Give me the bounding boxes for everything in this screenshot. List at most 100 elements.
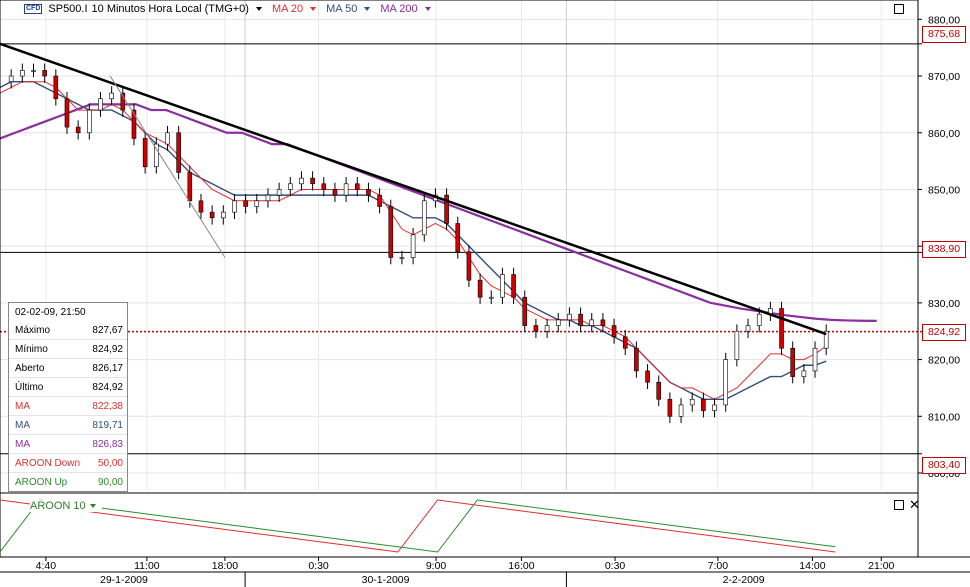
data-window-label: Último [15, 381, 44, 393]
chart-header: CFD SP500.I 10 Minutos Hora Local (TMG+0… [24, 2, 437, 16]
candle-body [689, 398, 695, 406]
candle-body [455, 223, 461, 253]
candle-body [678, 404, 684, 417]
data-window-value: 50,00 [97, 457, 123, 469]
candle-body [131, 109, 137, 139]
data-window-row: Mínimo 824,92 [9, 339, 127, 358]
data-window-row: Máximo 827,67 [9, 321, 127, 339]
candle-body [801, 370, 807, 377]
ma50-legend[interactable]: MA 50 [326, 3, 358, 15]
cfd-badge: CFD [24, 4, 43, 14]
candle-body [745, 325, 751, 332]
y-tick-label: 870,00 [928, 71, 960, 83]
price-tag-current: 824,92 [922, 324, 966, 341]
data-window-value: 826,17 [92, 362, 123, 374]
candle-body [756, 313, 762, 326]
candle-body [343, 183, 349, 196]
candle-body [20, 70, 25, 77]
data-window-label: MA [15, 419, 30, 431]
trendline [0, 42, 827, 336]
ma200-line [0, 103, 877, 322]
x-tick-label: 11:00 [134, 560, 160, 572]
candle-body [701, 398, 706, 411]
candle-body [544, 325, 550, 332]
candle-body [299, 177, 304, 185]
ma200-legend[interactable]: MA 200 [380, 3, 418, 15]
aroon-label[interactable]: AROON 10 [30, 500, 86, 512]
y-tick-label: 810,00 [928, 411, 960, 423]
data-window-value: 826,83 [92, 438, 123, 450]
aroon-legend[interactable]: AROON 10 [30, 500, 102, 512]
candle-body [198, 200, 204, 213]
data-window-row: MA 819,71 [9, 415, 127, 434]
maximize-icon[interactable] [894, 500, 904, 510]
candle-body [243, 200, 248, 207]
chevron-down-icon[interactable] [364, 7, 371, 11]
interval-label[interactable]: 10 Minutos Hora Local (TMG+0) [91, 3, 249, 15]
candle-body [511, 274, 516, 298]
candle-body [567, 313, 572, 321]
candle-body [87, 109, 92, 134]
data-window-value: 819,71 [92, 419, 123, 431]
aroon-panel [0, 499, 836, 553]
data-window-label: AROON Down [15, 457, 81, 469]
candle-body [723, 359, 729, 406]
aroon-down-line [0, 499, 836, 553]
candle-body [421, 200, 427, 236]
candle-body [53, 75, 59, 100]
x-tick-label: 4:40 [36, 560, 57, 572]
candle-body [645, 370, 650, 383]
maximize-icon[interactable] [894, 4, 904, 14]
ma200-path [0, 103, 877, 322]
instrument-label[interactable]: SP500.I [48, 3, 88, 15]
horizontal-levels [0, 43, 922, 455]
candle-body [823, 330, 829, 349]
chevron-down-icon[interactable] [310, 7, 317, 11]
candle-body [410, 234, 416, 258]
candle-body [488, 296, 494, 299]
candle-body [120, 92, 126, 111]
candle-body [589, 319, 595, 326]
chevron-down-icon[interactable] [89, 504, 96, 509]
candle-body [622, 336, 628, 349]
chevron-down-icon[interactable] [424, 7, 431, 11]
close-icon[interactable]: ✕ [909, 497, 920, 512]
candle-body [555, 319, 561, 326]
data-window-value: 824,92 [92, 343, 123, 355]
candle-body [64, 98, 70, 128]
data-window-value: 827,67 [92, 324, 123, 336]
candle-body [154, 143, 159, 168]
candle-body [8, 75, 14, 83]
x-tick-label: 0:30 [605, 560, 626, 572]
candle-body [779, 308, 784, 349]
data-window-row: Último 824,92 [9, 377, 127, 396]
y-tick-label: 850,00 [928, 184, 960, 196]
candle-body [667, 398, 673, 417]
data-window-row: AROON Down 50,00 [9, 453, 127, 472]
candle-body [388, 206, 394, 258]
candle-body [812, 347, 818, 372]
candle-body [444, 194, 449, 224]
candle-body [42, 70, 47, 77]
candle-body [354, 183, 360, 190]
candle-body [75, 126, 81, 134]
candlesticks [8, 63, 829, 424]
data-window-label: MA [15, 400, 30, 412]
candle-body [399, 257, 405, 259]
candle-body [232, 200, 237, 213]
y-tick-label: 830,00 [928, 298, 960, 310]
date-tick-label: 29-1-2009 [100, 574, 148, 586]
ma20-legend[interactable]: MA 20 [271, 3, 304, 15]
data-window: 02-02-09, 21:50 Máximo 827,67 Mínimo 824,92… [8, 302, 128, 492]
candle-body [500, 274, 505, 298]
candle-body [466, 251, 472, 281]
candle-body [209, 211, 215, 219]
trendline [109, 75, 226, 258]
chevron-down-icon[interactable] [255, 7, 262, 11]
data-window-row: Aberto 826,17 [9, 358, 127, 377]
data-window-label: AROON Up [15, 476, 68, 488]
y-tick-label: 820,00 [928, 355, 960, 367]
candle-body [165, 132, 170, 145]
